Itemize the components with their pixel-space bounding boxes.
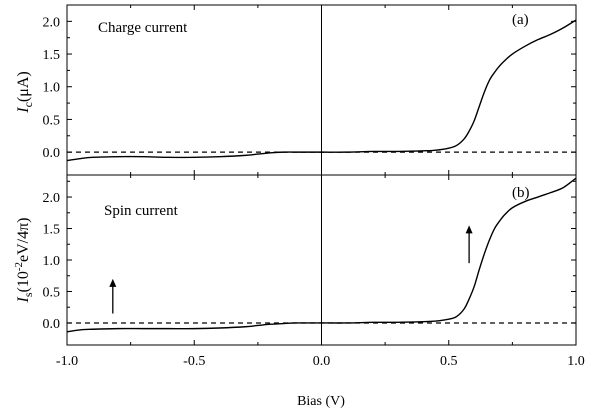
panel-b-label: (b) — [512, 185, 530, 201]
panel-b-ytick-label: 0.0 — [43, 317, 61, 332]
panel-b-arrow-head — [109, 278, 117, 287]
panel-a-ytick-label: 0.5 — [43, 113, 61, 128]
panel-b-ylabel: Is(10-2eV/4π) — [13, 217, 35, 303]
panel-b-xtick-label: -1.0 — [56, 354, 78, 369]
panel-b-ytick-label: 2.0 — [43, 191, 61, 206]
panel-b-ytick-label: 0.5 — [43, 285, 61, 300]
x-axis-label: Bias (V) — [297, 394, 345, 409]
panel-a-ytick-label: 1.5 — [43, 48, 61, 63]
panel-a-ytick-label: 1.0 — [43, 81, 61, 96]
panel-a-ytick-label: 2.0 — [43, 15, 61, 30]
panel-a-label: (a) — [512, 12, 529, 28]
panel-b-xtick-label: -0.5 — [183, 354, 205, 369]
panel-b-xtick-label: 0.5 — [440, 354, 458, 369]
panel-b-ytick-label: 1.5 — [43, 223, 61, 238]
panel-b-ytick-label: 1.0 — [43, 254, 61, 269]
panel-a-ytick-label: 0.0 — [43, 146, 61, 161]
panel-b-arrow-head — [465, 225, 473, 234]
panel-a-series-line — [66, 19, 577, 162]
panel-b-series-line — [66, 177, 577, 333]
panel-a-annotation: Charge current — [98, 20, 188, 36]
panel-b-annotation: Spin current — [104, 203, 179, 219]
panel-b-xtick-label: 0.0 — [313, 354, 331, 369]
panel-b-xtick-label: 1.0 — [567, 354, 585, 369]
panel-a-ylabel: Ic(μA) — [15, 71, 35, 113]
